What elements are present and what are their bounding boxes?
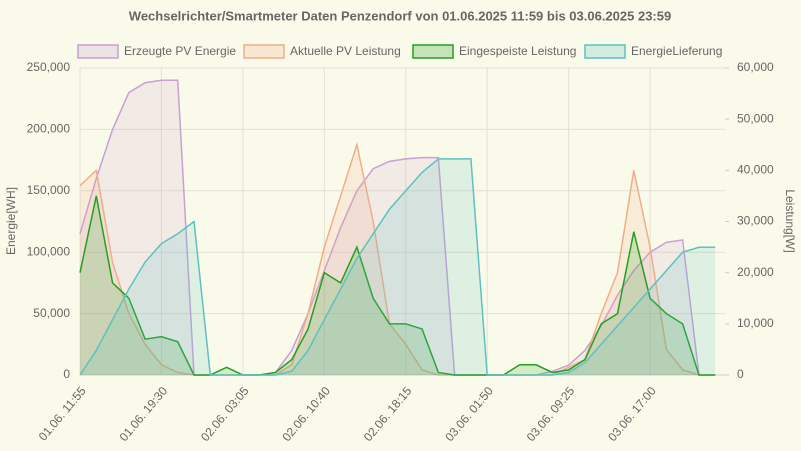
- y2-tick-label: 10,000: [737, 316, 774, 330]
- y-tick-label: 50,000: [33, 306, 70, 320]
- legend-swatch: [243, 44, 285, 59]
- legend-label: Erzeugte PV Energie: [124, 44, 236, 58]
- y-tick-label: 0: [63, 367, 70, 381]
- y-axis-title: Energie[WH]: [4, 187, 18, 255]
- series-line: [79, 195, 716, 376]
- legend-swatch: [77, 44, 119, 59]
- y2-tick-label: 0: [737, 367, 744, 381]
- legend-label: Eingespeiste Leistung: [459, 44, 576, 58]
- series-area: [80, 144, 716, 375]
- series-area: [80, 195, 716, 375]
- series-area: [80, 158, 716, 375]
- y2-tick-label: 50,000: [737, 111, 774, 125]
- y2-tick-label: 60,000: [737, 60, 774, 74]
- y2-tick-label: 30,000: [737, 214, 774, 228]
- legend-swatch: [412, 44, 454, 59]
- y2-axis-title: Leistung[W]: [783, 189, 797, 252]
- y-tick-label: 250,000: [27, 60, 71, 74]
- y-tick-label: 150,000: [27, 183, 71, 197]
- series-area: [80, 80, 716, 375]
- legend-swatch: [584, 44, 626, 59]
- series-line: [79, 141, 716, 376]
- y2-tick-label: 20,000: [737, 265, 774, 279]
- y2-tick-label: 40,000: [737, 163, 774, 177]
- y-tick-label: 200,000: [27, 122, 71, 136]
- legend-label: Aktuelle PV Leistung: [290, 44, 401, 58]
- y-tick-label: 100,000: [27, 244, 71, 258]
- series-line: [79, 158, 716, 376]
- chart-title: Wechselrichter/Smartmeter Daten Penzendo…: [129, 8, 671, 23]
- legend-label: EnergieLieferung: [631, 44, 722, 58]
